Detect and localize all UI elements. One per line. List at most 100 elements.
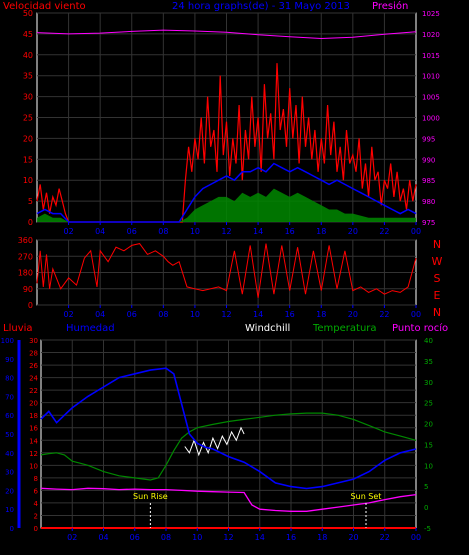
humidity-axis: 0 10 20 30 40 50 60 70 80 90 100 bbox=[1, 337, 14, 533]
wind-speed-tick-label: 5 bbox=[28, 197, 33, 206]
humidity-tick-label: 20 bbox=[5, 487, 14, 495]
pressure-tick-label: 1020 bbox=[422, 31, 440, 39]
direction-x-tick-label: 10 bbox=[190, 310, 200, 319]
pressure-axis: 975 980 985 990 995 1000 1005 1010 1015 1020 1025 bbox=[422, 10, 440, 227]
wind-speed-tick-label: 35 bbox=[23, 72, 33, 81]
direction-x-tick-label: 12 bbox=[221, 310, 231, 319]
wind-speed-tick-label: 20 bbox=[23, 134, 33, 143]
temperature-tick-label: 40 bbox=[424, 337, 433, 345]
humidity-tick-label: 30 bbox=[5, 469, 14, 477]
temperature-tick-label: 25 bbox=[424, 400, 433, 408]
pressure-label: Presión bbox=[372, 0, 408, 12]
humidity-x-tick-label: 08 bbox=[161, 533, 171, 542]
pressure-tick-label: 995 bbox=[422, 135, 435, 143]
wind-direction-line bbox=[36, 243, 417, 298]
temperature-tick-label: -5 bbox=[424, 525, 431, 533]
wind-x-tick-label: 22 bbox=[379, 227, 389, 236]
pressure-tick-label: 1010 bbox=[422, 73, 440, 81]
direction-x-tick-label: 02 bbox=[63, 310, 73, 319]
rain-tick-label: 16 bbox=[29, 425, 38, 433]
rain-tick-label: 10 bbox=[29, 462, 38, 470]
rain-tick-label: 6 bbox=[34, 487, 39, 495]
temperature-tick-label: 5 bbox=[424, 483, 428, 491]
humidity-x-tick-label: 22 bbox=[380, 533, 390, 542]
humidity-x-tick-label: 20 bbox=[348, 533, 358, 542]
humidity-x-tick-label: 12 bbox=[223, 533, 233, 542]
direction-x-tick-label: 06 bbox=[127, 310, 137, 319]
direction-x-tick-label: 04 bbox=[95, 310, 105, 319]
humidity-tick-label: 60 bbox=[5, 412, 14, 420]
humidity-line bbox=[40, 367, 417, 490]
wind-x-tick-label: 02 bbox=[63, 227, 73, 236]
humidity-tick-label: 100 bbox=[1, 337, 14, 345]
temperature-tick-label: 15 bbox=[424, 441, 433, 449]
wind-x-tick-label: 08 bbox=[158, 227, 168, 236]
temperature-axis: -5 0 5 10 15 20 25 30 35 40 bbox=[424, 337, 433, 533]
humidity-label: Humedad bbox=[66, 323, 115, 334]
humidity-x-tick-label: 02 bbox=[67, 533, 77, 542]
rain-tick-label: 12 bbox=[29, 450, 38, 458]
direction-tick-label: 0 bbox=[28, 301, 33, 310]
wind-speed-tick-label: 45 bbox=[23, 30, 33, 39]
pressure-tick-label: 985 bbox=[422, 177, 435, 185]
direction-tick-label: 360 bbox=[18, 236, 33, 245]
temperature-tick-label: 30 bbox=[424, 379, 433, 387]
wind-speed-tick-label: 10 bbox=[23, 176, 33, 185]
wind-panel-grid bbox=[37, 12, 416, 223]
rain-tick-label: 20 bbox=[29, 400, 38, 408]
rain-tick-label: 2 bbox=[34, 512, 38, 520]
rain-tick-label: 22 bbox=[29, 387, 38, 395]
rain-tick-label: 18 bbox=[29, 412, 38, 420]
wind-speed-axis: 0 5 10 15 20 25 30 35 40 45 50 bbox=[23, 9, 33, 227]
direction-x-tick-label: 00 bbox=[411, 310, 421, 319]
wind-speed-tick-label: 15 bbox=[23, 155, 33, 164]
dewpoint-line bbox=[40, 487, 417, 512]
pressure-tick-label: 1025 bbox=[422, 10, 440, 18]
humidity-x-tick-label: 18 bbox=[317, 533, 327, 542]
direction-panel-series bbox=[36, 243, 417, 298]
wind-x-tick-label: 14 bbox=[253, 227, 263, 236]
rain-label: Lluvia bbox=[3, 323, 33, 334]
direction-panel-x-axis: 02 04 06 08 10 12 14 16 18 20 22 00 bbox=[63, 305, 421, 319]
temperature-tick-label: 0 bbox=[424, 504, 428, 512]
wind-average-line bbox=[36, 162, 417, 223]
pressure-tick-label: 1000 bbox=[422, 115, 440, 123]
temperature-tick-label: 20 bbox=[424, 421, 433, 429]
wind-x-tick-label: 06 bbox=[127, 227, 137, 236]
windchill-line bbox=[184, 426, 245, 457]
wind-panel-series bbox=[36, 29, 417, 223]
sunrise-label: Sun Rise bbox=[133, 492, 168, 501]
humidity-tick-label: 10 bbox=[5, 506, 14, 514]
humidity-x-tick-label: 04 bbox=[98, 533, 108, 542]
pressure-tick-label: 980 bbox=[422, 198, 435, 206]
wind-base-area bbox=[37, 188, 416, 222]
compass-letter: E bbox=[434, 289, 441, 302]
rain-tick-label: 0 bbox=[34, 525, 38, 533]
wind-panel-x-axis: 02 04 06 08 10 12 14 16 18 20 22 00 bbox=[63, 222, 421, 236]
humidity-panel-x-axis: 02 04 06 08 10 12 14 16 18 20 22 00 bbox=[67, 528, 421, 542]
wind-speed-tick-label: 30 bbox=[23, 93, 33, 102]
humidity-tick-label: 90 bbox=[5, 356, 14, 364]
wind-x-tick-label: 00 bbox=[411, 227, 421, 236]
pressure-tick-label: 1005 bbox=[422, 94, 440, 102]
rain-tick-label: 4 bbox=[34, 500, 39, 508]
wind-x-tick-label: 04 bbox=[95, 227, 105, 236]
pressure-tick-label: 1015 bbox=[422, 52, 440, 60]
wind-speed-tick-label: 40 bbox=[23, 51, 33, 60]
direction-x-tick-label: 08 bbox=[158, 310, 168, 319]
direction-tick-label: 270 bbox=[18, 252, 33, 261]
pressure-tick-label: 990 bbox=[422, 156, 435, 164]
direction-x-tick-label: 16 bbox=[285, 310, 295, 319]
humidity-x-tick-label: 16 bbox=[286, 533, 296, 542]
dewpoint-label: Punto rocío bbox=[392, 322, 448, 334]
pressure-line bbox=[36, 29, 417, 40]
rain-tick-label: 8 bbox=[34, 475, 38, 483]
direction-x-tick-label: 18 bbox=[316, 310, 326, 319]
compass-letter: N bbox=[433, 306, 441, 319]
wind-x-tick-label: 12 bbox=[221, 227, 231, 236]
direction-x-tick-label: 20 bbox=[348, 310, 358, 319]
compass-letter: N bbox=[433, 238, 441, 251]
